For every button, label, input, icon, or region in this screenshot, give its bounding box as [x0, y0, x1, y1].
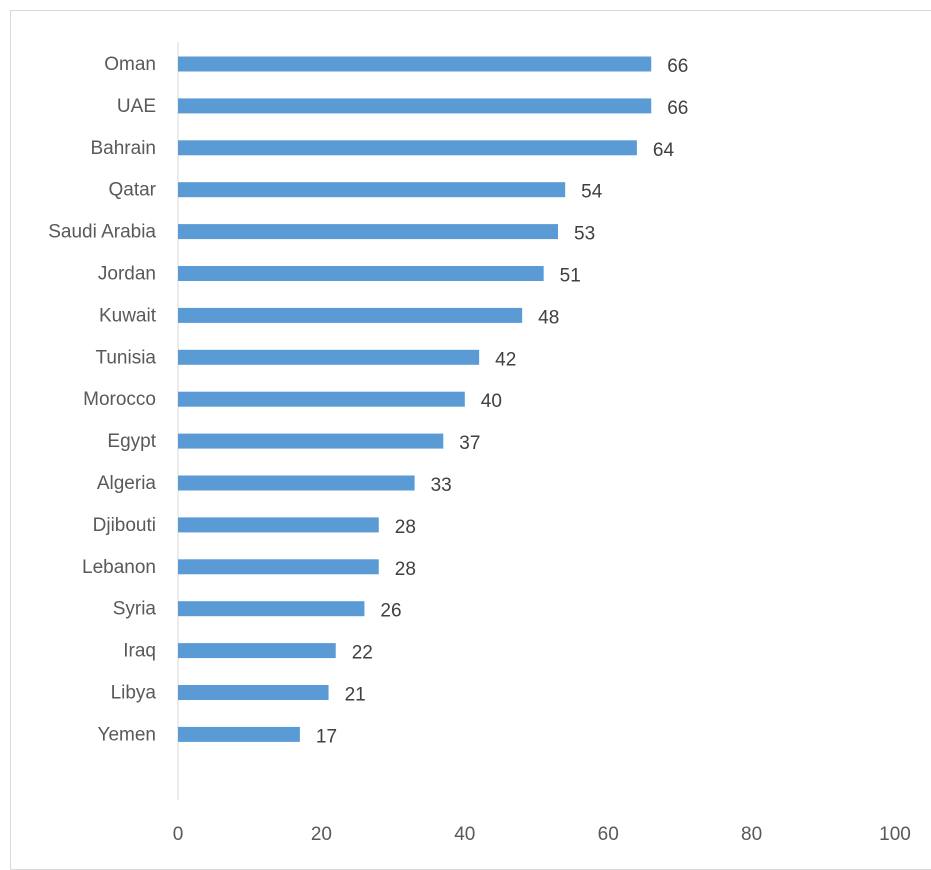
category-label: Syria — [113, 599, 157, 620]
x-tick-label: 40 — [454, 824, 475, 845]
category-label: Yemen — [98, 724, 156, 745]
bar — [178, 601, 365, 617]
category-label: Qatar — [108, 180, 156, 201]
data-label: 64 — [653, 140, 675, 161]
category-label: Egypt — [107, 431, 156, 452]
x-tick-label: 0 — [173, 824, 184, 845]
bar — [178, 391, 465, 407]
data-label: 22 — [352, 643, 373, 664]
bar — [178, 726, 300, 742]
bar — [178, 685, 329, 700]
data-label: 40 — [481, 391, 502, 412]
category-label: Lebanon — [82, 557, 156, 578]
category-label: Jordan — [98, 264, 156, 285]
category-label: Morocco — [83, 389, 156, 410]
bar — [178, 643, 336, 659]
bar — [178, 56, 652, 72]
category-label: UAE — [117, 96, 156, 117]
data-label: 21 — [345, 685, 366, 706]
data-label: 28 — [395, 559, 416, 580]
bar — [178, 349, 480, 365]
category-label: Tunisia — [95, 347, 156, 368]
data-label: 33 — [431, 475, 452, 496]
bar — [178, 182, 566, 198]
data-label: 48 — [538, 307, 559, 328]
bar — [178, 475, 415, 491]
bar — [178, 140, 637, 156]
bar — [178, 517, 379, 533]
category-label: Saudi Arabia — [48, 222, 156, 243]
data-label: 54 — [581, 182, 603, 203]
category-label: Djibouti — [93, 515, 156, 536]
x-tick-label: 60 — [598, 824, 619, 845]
bar — [178, 266, 544, 281]
x-tick-label: 100 — [879, 824, 911, 845]
data-label: 42 — [495, 349, 516, 370]
data-label: 53 — [574, 224, 595, 245]
data-label: 66 — [667, 56, 688, 77]
category-label: Oman — [104, 54, 156, 75]
category-label: Libya — [111, 683, 157, 704]
data-label: 51 — [560, 266, 581, 287]
x-tick-label: 20 — [311, 824, 332, 845]
bar — [178, 433, 444, 449]
data-label: 37 — [459, 433, 480, 454]
data-label: 17 — [316, 726, 337, 747]
category-label: Algeria — [97, 473, 157, 494]
x-tick-label: 80 — [741, 824, 762, 845]
bar — [178, 559, 379, 575]
category-label: Iraq — [123, 641, 156, 662]
data-label: 28 — [395, 517, 416, 538]
category-label: Kuwait — [99, 305, 157, 326]
bar — [178, 307, 523, 323]
bar — [178, 224, 559, 240]
data-label: 66 — [667, 98, 688, 119]
data-label: 26 — [380, 601, 401, 622]
bar — [178, 98, 652, 114]
category-label: Bahrain — [91, 138, 157, 159]
